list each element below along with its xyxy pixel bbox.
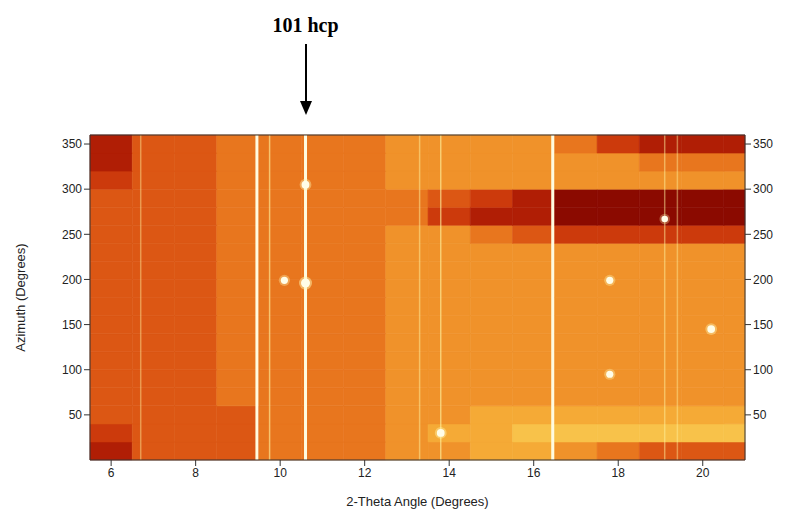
html-text:101 hcp: 101 hcp — [272, 14, 339, 36]
svg-text:300: 300 — [753, 182, 773, 196]
svg-text:18: 18 — [612, 466, 626, 480]
svg-text:8: 8 — [192, 466, 199, 480]
svg-text:100: 100 — [753, 363, 773, 377]
svg-text:14: 14 — [443, 466, 457, 480]
svg-text:250: 250 — [753, 228, 773, 242]
svg-text:350: 350 — [62, 137, 82, 151]
svg-text:50: 50 — [753, 408, 767, 422]
svg-text:100: 100 — [62, 363, 82, 377]
svg-text:200: 200 — [753, 273, 773, 287]
svg-text:350: 350 — [753, 137, 773, 151]
svg-text:20: 20 — [696, 466, 710, 480]
svg-text:50: 50 — [69, 408, 83, 422]
svg-text:16: 16 — [527, 466, 541, 480]
svg-text:300: 300 — [62, 182, 82, 196]
svg-text:12: 12 — [358, 466, 372, 480]
svg-text:2-Theta Angle (Degrees): 2-Theta Angle (Degrees) — [346, 494, 488, 509]
svg-text:150: 150 — [753, 318, 773, 332]
svg-text:200: 200 — [62, 273, 82, 287]
svg-text:250: 250 — [62, 228, 82, 242]
svg-text:6: 6 — [108, 466, 115, 480]
svg-text:150: 150 — [62, 318, 82, 332]
svg-text:10: 10 — [273, 466, 287, 480]
svg-text:Azimuth (Degrees): Azimuth (Degrees) — [13, 243, 28, 351]
